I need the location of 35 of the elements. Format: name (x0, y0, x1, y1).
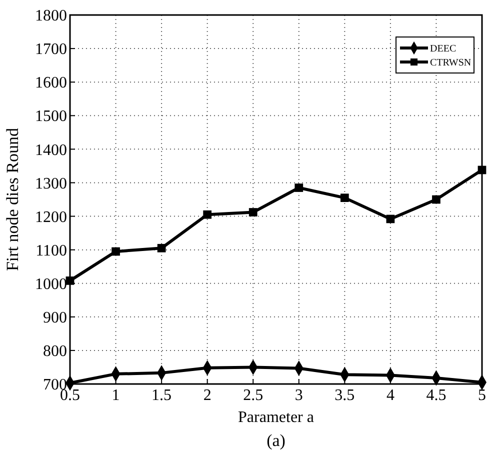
x-tick-label: 2.5 (243, 387, 264, 404)
x-tick-label: 2 (203, 387, 212, 404)
y-tick-label: 1000 (35, 276, 67, 293)
point (203, 210, 212, 219)
y-tick-label: 1800 (35, 8, 67, 25)
point (248, 208, 258, 216)
text: (a) (266, 431, 286, 450)
y-tick-label: 900 (43, 310, 67, 327)
legend-label: CTRWSN (430, 58, 472, 68)
y-tick-label: 1200 (35, 208, 67, 226)
point (157, 244, 166, 252)
point (340, 194, 349, 202)
point (432, 195, 440, 204)
y-tick-label: 1500 (35, 108, 67, 126)
point (478, 166, 486, 174)
x-tick-label: 4 (386, 387, 394, 404)
y-tick-label: 1700 (35, 41, 67, 58)
y-tick-label: 1100 (36, 242, 67, 260)
y-tick-label: 1300 (35, 175, 67, 192)
x-tick-label: 1 (112, 387, 120, 404)
y-axis-title: Firt node dies Round (3, 127, 22, 272)
x-tick-label: 3 (294, 387, 303, 404)
point (66, 276, 74, 285)
x-tick-label: 5 (478, 387, 486, 404)
point (386, 214, 395, 224)
y-tick-label: 1400 (35, 142, 67, 159)
point (294, 184, 304, 192)
x-tick-label: 1.5 (152, 387, 172, 404)
x-tick-label: 4.5 (426, 387, 446, 404)
x-axis-title: Parameter a (238, 409, 314, 426)
y-tick-label: 800 (43, 343, 67, 360)
point (112, 247, 120, 256)
legend-label: DEEC (430, 44, 456, 54)
x-tick-label: 3.5 (334, 387, 355, 404)
y-tick-label: 1600 (35, 74, 67, 92)
